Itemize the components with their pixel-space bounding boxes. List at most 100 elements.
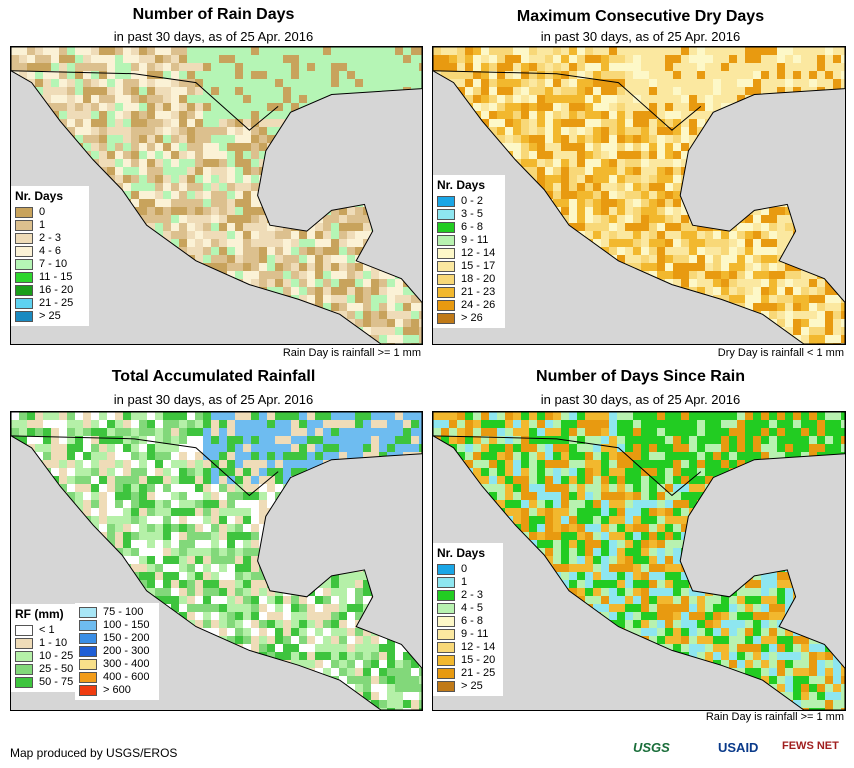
legend-swatch <box>15 219 33 231</box>
legend-swatch <box>15 271 33 283</box>
legend-item: 50 - 75 <box>15 676 75 688</box>
legend-swatch <box>437 312 455 324</box>
legend-swatch <box>437 260 455 272</box>
legend-title: RF (mm) <box>15 607 64 621</box>
legend-swatch <box>79 619 97 631</box>
legend-swatch <box>15 245 33 257</box>
fews-net-logo: FEWS NET <box>782 740 839 752</box>
legend-item: 75 - 100 <box>79 606 155 618</box>
legend-label: > 25 <box>461 680 483 692</box>
legend-label: 4 - 5 <box>461 602 484 614</box>
map-note: Rain Day is rainfall >= 1 mm <box>282 347 421 359</box>
legend-label: 1 <box>461 576 468 588</box>
legend-item: 300 - 400 <box>79 658 155 670</box>
legend-label: < 1 <box>39 624 55 636</box>
legend-item: 6 - 8 <box>437 615 499 627</box>
legend-item: 12 - 14 <box>437 641 499 653</box>
legend-label: 11 - 15 <box>39 271 73 283</box>
credit-text: Map produced by USGS/EROS <box>10 746 178 760</box>
legend-swatch <box>437 299 455 311</box>
legend-swatch <box>437 273 455 285</box>
legend-label: 9 - 11 <box>461 628 489 640</box>
legend-item: 25 - 50 <box>15 663 75 675</box>
legend-swatch <box>15 650 33 662</box>
legend-item: > 25 <box>15 310 85 322</box>
legend-label: 75 - 100 <box>103 606 144 618</box>
panel-subtitle: in past 30 days, as of 25 Apr. 2016 <box>540 392 741 407</box>
legend-swatch <box>437 208 455 220</box>
legend-label: 50 - 75 <box>39 676 74 688</box>
legend-title: Nr. Days <box>15 189 64 203</box>
legend-label: 200 - 300 <box>103 645 150 657</box>
panel-dry-days: Maximum Consecutive Dry Days in past 30 … <box>427 0 854 362</box>
legend-item: 6 - 8 <box>437 221 501 233</box>
legend-swatch <box>15 258 33 270</box>
legend-label: 25 - 50 <box>39 663 74 675</box>
legend-label: 2 - 3 <box>39 232 62 244</box>
legend-label: 6 - 8 <box>461 615 484 627</box>
legend-label: 18 - 20 <box>461 273 496 285</box>
legend-item: 3 - 5 <box>437 208 501 220</box>
legend-label: 9 - 11 <box>461 234 489 246</box>
legend-item: > 600 <box>79 684 155 696</box>
country-border <box>11 70 279 131</box>
legend-label: > 600 <box>103 684 131 696</box>
panel-days-since-rain: Number of Days Since Rain in past 30 day… <box>427 362 854 723</box>
legend-label: 21 - 25 <box>39 297 74 309</box>
legend-item: 100 - 150 <box>79 619 155 631</box>
legend-title: Nr. Days <box>437 546 486 560</box>
legend-swatch <box>15 663 33 675</box>
legend-swatch <box>437 221 455 233</box>
legend-label: 21 - 25 <box>461 667 496 679</box>
legend-item: 9 - 11 <box>437 234 501 246</box>
legend-swatch <box>437 667 455 679</box>
legend-item: 7 - 10 <box>15 258 85 270</box>
legend-item: 1 <box>15 219 85 231</box>
legend-label: 0 <box>461 563 468 575</box>
legend-item: 12 - 14 <box>437 247 501 259</box>
legend-label: 7 - 10 <box>39 258 68 270</box>
legend-title: Nr. Days <box>437 178 486 192</box>
legend-label: 3 - 5 <box>461 208 484 220</box>
legend-item: 2 - 3 <box>437 589 499 601</box>
legend-label: 300 - 400 <box>103 658 150 670</box>
legend-swatch <box>15 206 33 218</box>
legend-label: 2 - 3 <box>461 589 484 601</box>
legend-item: 4 - 5 <box>437 602 499 614</box>
legend-label: 6 - 8 <box>461 221 484 233</box>
coastline <box>433 412 845 710</box>
legend-swatch <box>79 632 97 644</box>
legend-label: 0 - 2 <box>461 195 484 207</box>
legend-item: 15 - 17 <box>437 260 501 272</box>
legend-item: 2 - 3 <box>15 232 85 244</box>
legend-item: 9 - 11 <box>437 628 499 640</box>
legend-swatch <box>437 654 455 666</box>
legend-item: 21 - 25 <box>437 667 499 679</box>
panel-rain-days: Number of Rain Days in past 30 days, as … <box>0 0 427 362</box>
legend-item: 200 - 300 <box>79 645 155 657</box>
legend-item: 4 - 6 <box>15 245 85 257</box>
coastline <box>11 412 422 710</box>
legend-swatch <box>437 247 455 259</box>
legend-item: 0 <box>437 563 499 575</box>
legend-swatch <box>15 297 33 309</box>
legend-item: 150 - 200 <box>79 632 155 644</box>
legend-label: 0 <box>39 206 46 218</box>
legend-swatch <box>437 234 455 246</box>
legend-swatch <box>437 563 455 575</box>
legend-item: 11 - 15 <box>15 271 85 283</box>
legend-item: 10 - 25 <box>15 650 75 662</box>
legend-item: 21 - 23 <box>437 286 501 298</box>
coastline <box>433 47 845 344</box>
legend-item: 15 - 20 <box>437 654 499 666</box>
legend-swatch <box>79 606 97 618</box>
country-border <box>433 435 702 497</box>
panel-title: Number of Days Since Rain <box>536 368 745 385</box>
legend-label: > 25 <box>39 310 61 322</box>
legend-swatch <box>79 671 97 683</box>
map-note: Dry Day is rainfall < 1 mm <box>717 347 844 359</box>
legend-item: 1 - 10 <box>15 637 75 649</box>
